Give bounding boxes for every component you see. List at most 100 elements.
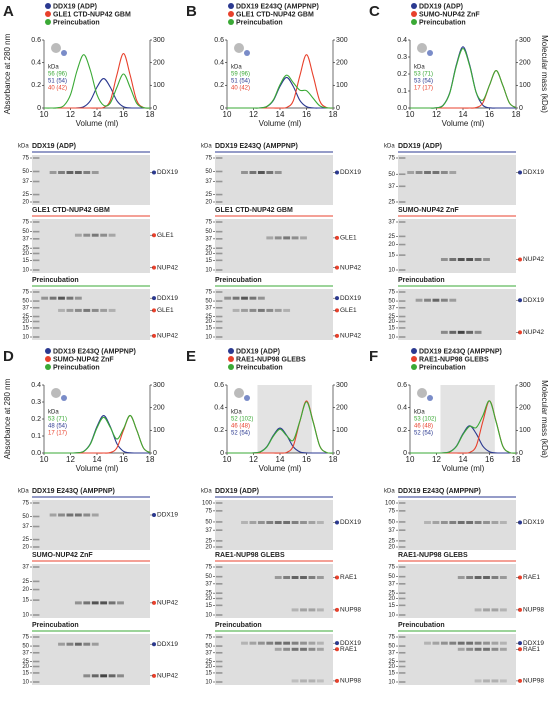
ladder-band (33, 502, 40, 504)
ladder-label: 15 (388, 671, 395, 677)
y-axis-title: Absorbance at 280 nm (3, 33, 12, 114)
ladder-band (399, 592, 406, 594)
ladder-label: 100 (385, 501, 396, 507)
ladder-label: 10 (22, 335, 29, 341)
ladder-band (33, 230, 40, 233)
ladder-band (216, 521, 223, 523)
gel-band (257, 308, 265, 312)
y2-tick-label: 100 (336, 82, 348, 89)
band-marker (335, 678, 339, 683)
ladder-band (33, 599, 40, 601)
gel-band (483, 576, 490, 579)
gel-band (308, 576, 316, 579)
gel-band (108, 233, 116, 237)
x-tick-label: 14 (276, 110, 285, 119)
y-tick-label: 0.4 (31, 60, 41, 67)
ladder-band (33, 546, 40, 548)
gel-band (308, 608, 316, 612)
y2-axis-title: Molecular mass (kDa) (540, 35, 549, 113)
ladder-band (216, 665, 223, 668)
legend-label: DDX19 E243Q (AMPPNP) (419, 348, 502, 355)
gel-band (249, 308, 257, 312)
ladder-label: 10 (205, 335, 212, 341)
gel-band (466, 258, 474, 261)
y-tick-label: 0.6 (397, 382, 407, 389)
ladder-band (33, 193, 40, 196)
ladder-label: 25 (388, 314, 395, 320)
gel-band (58, 308, 65, 312)
band-marker (518, 330, 522, 335)
ladder-label: 50 (388, 574, 395, 580)
gel-band (66, 296, 74, 300)
gel-band (283, 308, 291, 312)
gel-band (274, 236, 282, 240)
band-marker (152, 513, 156, 517)
x-tick-label: 14 (459, 110, 468, 119)
legend-label: DDX19 E243Q (AMPPNP) (236, 3, 319, 10)
ladder-label: 20 (22, 664, 29, 670)
band-marker (152, 673, 156, 678)
mass-unit: kDa (231, 65, 242, 71)
x-tick-label: 10 (223, 110, 232, 119)
gel-band (474, 641, 482, 645)
ladder-band (216, 546, 223, 548)
gel-band (483, 258, 490, 261)
gel-band (91, 601, 99, 605)
ladder-band (216, 291, 223, 293)
gel-band (466, 641, 474, 645)
ladder-band (33, 645, 40, 647)
gel-band (257, 171, 265, 174)
y-axis-title: Absorbance at 280 nm (3, 378, 12, 459)
band-marker (152, 308, 156, 313)
ladder-label: 20 (388, 664, 395, 670)
ladder-label: 10 (388, 268, 395, 274)
band-label: DDX19 (523, 169, 544, 176)
mass-label: 53 (71) (414, 72, 433, 78)
ladder-band (216, 614, 223, 616)
band-label: GLE1 (157, 232, 174, 239)
gel-title: DDX19 (ADP) (215, 488, 259, 495)
ladder-band (216, 529, 223, 531)
ladder-label: 37 (22, 650, 29, 656)
gel-band (291, 236, 299, 240)
gel-band (300, 647, 307, 651)
series-line (409, 47, 517, 109)
gel-band (241, 641, 248, 645)
mass-label: 46 (48) (231, 424, 250, 430)
ladder-band (216, 575, 223, 578)
ladder-band (399, 566, 406, 568)
gel-band (440, 171, 448, 174)
ladder-band (399, 291, 406, 293)
gel-band (449, 521, 457, 524)
gel-band (74, 513, 82, 517)
ladder-label: 75 (205, 635, 212, 641)
gel-unit: kDa (384, 489, 395, 495)
mass-label: 53 (54) (414, 79, 433, 85)
gel-band (91, 233, 99, 237)
gel (215, 634, 333, 685)
ladder-label: 37 (205, 236, 212, 242)
ladder-label: 20 (22, 319, 29, 325)
x-tick-label: 14 (93, 110, 102, 119)
band-marker (335, 575, 339, 580)
legend-label: RAE1-NUP98 GLEBS (236, 356, 306, 363)
band-marker (518, 678, 522, 683)
gel-band (424, 641, 431, 645)
gel-band (474, 258, 482, 261)
band-marker (518, 647, 522, 652)
band-marker (518, 575, 522, 580)
ladder-label: 25 (205, 591, 212, 597)
y-tick-label: 0 (220, 105, 224, 112)
x-tick-label: 10 (40, 455, 49, 464)
gel (398, 564, 516, 618)
mass-label: 40 (42) (231, 86, 250, 92)
ladder-label: 25 (22, 537, 29, 543)
gel (215, 289, 333, 340)
ladder-band (216, 604, 223, 607)
gel-band (49, 296, 57, 300)
ladder-band (216, 252, 223, 255)
x-tick-label: 18 (512, 110, 521, 119)
legend-label: RAE1-NUP98 GLEBS (419, 356, 489, 363)
gel-band (241, 521, 248, 524)
mass-unit: kDa (414, 410, 425, 416)
